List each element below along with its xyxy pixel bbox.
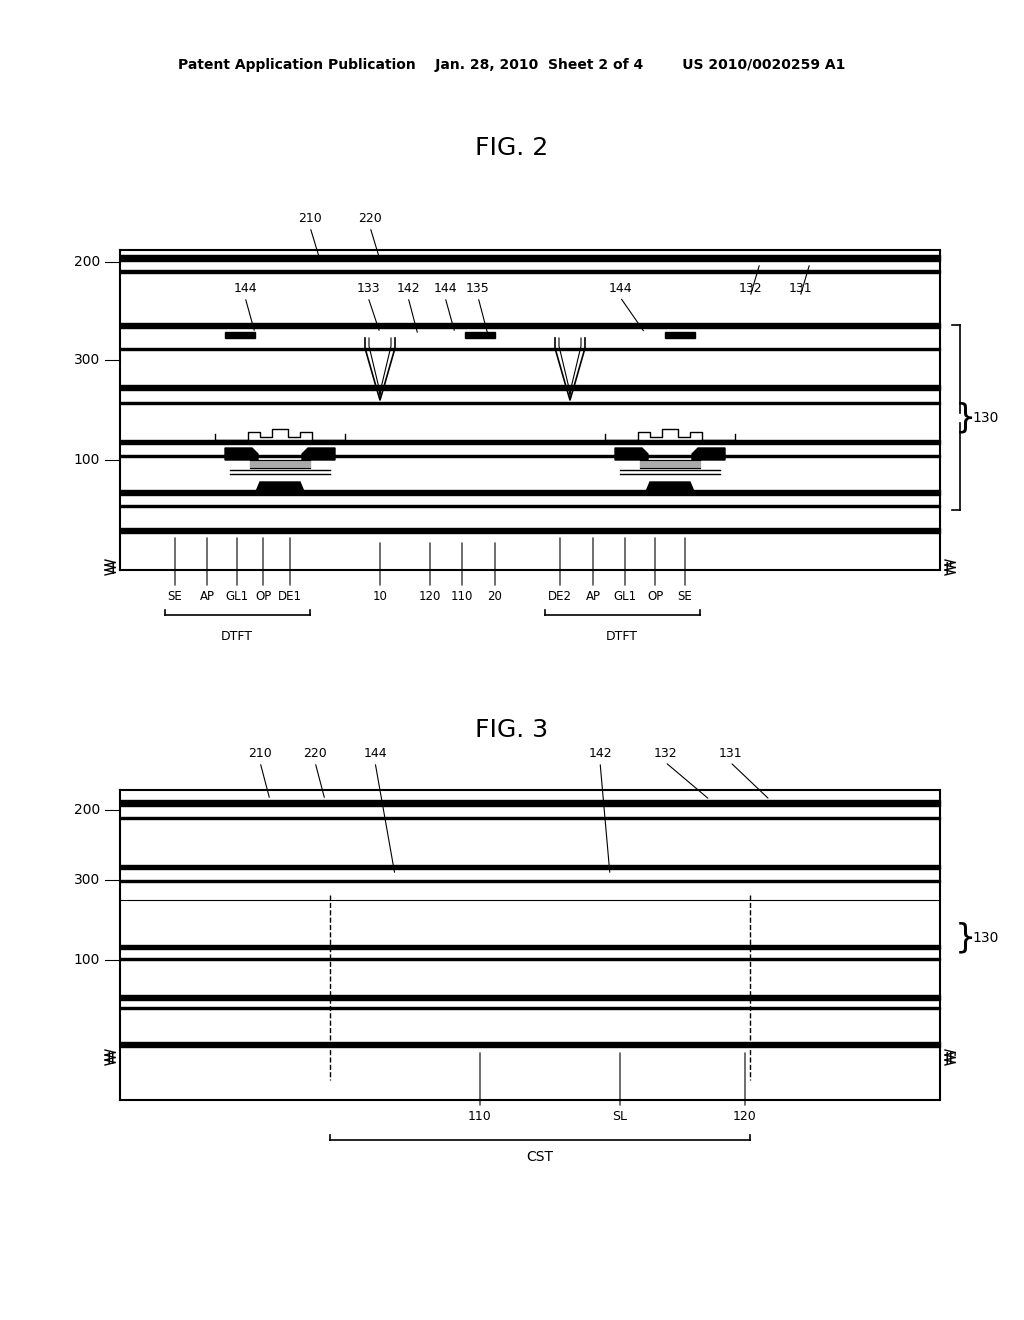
Bar (225, 333, 255, 338)
Text: 200: 200 (74, 803, 100, 817)
Text: 200: 200 (74, 255, 100, 269)
Polygon shape (615, 447, 648, 459)
Text: 100: 100 (74, 953, 100, 968)
Bar (120, 945, 940, 949)
Text: 144: 144 (364, 747, 387, 760)
Bar (640, 459, 700, 469)
Bar (120, 490, 940, 495)
Text: SL: SL (612, 1110, 628, 1123)
Text: II: II (106, 1052, 115, 1068)
Bar (120, 865, 940, 869)
Bar (120, 348, 940, 350)
Text: 300: 300 (74, 873, 100, 887)
Bar (120, 817, 940, 818)
Text: OP: OP (647, 590, 664, 603)
Polygon shape (255, 482, 305, 494)
Text: AP: AP (200, 590, 214, 603)
Text: AP: AP (586, 590, 600, 603)
Bar (665, 333, 695, 338)
Text: DTFT: DTFT (606, 630, 638, 643)
Text: 142: 142 (396, 282, 420, 294)
Bar (120, 385, 940, 389)
Text: GL1: GL1 (225, 590, 249, 603)
Bar (120, 455, 940, 457)
Text: II': II' (945, 1052, 958, 1068)
Bar (465, 333, 495, 338)
Polygon shape (302, 447, 335, 459)
Text: Patent Application Publication    Jan. 28, 2010  Sheet 2 of 4        US 2010/002: Patent Application Publication Jan. 28, … (178, 58, 846, 73)
Bar (120, 440, 940, 444)
Bar (120, 880, 940, 882)
Text: 110: 110 (451, 590, 473, 603)
Bar (120, 323, 940, 327)
Bar (120, 995, 940, 1001)
Text: 10: 10 (373, 590, 387, 603)
Text: 131: 131 (718, 747, 741, 760)
Bar (120, 800, 940, 807)
Text: GL1: GL1 (613, 590, 637, 603)
Text: 131: 131 (788, 282, 812, 294)
Text: DTFT: DTFT (221, 630, 253, 643)
Text: }: } (955, 921, 976, 954)
Text: DE1: DE1 (278, 590, 302, 603)
Bar (120, 506, 940, 507)
Text: 120: 120 (733, 1110, 757, 1123)
Polygon shape (225, 447, 258, 459)
Text: 120: 120 (419, 590, 441, 603)
Text: 142: 142 (588, 747, 611, 760)
Text: 210: 210 (298, 213, 322, 224)
Text: OP: OP (255, 590, 271, 603)
Text: 132: 132 (653, 747, 677, 760)
Text: I': I' (945, 562, 953, 578)
Text: 135: 135 (466, 282, 489, 294)
Text: 133: 133 (356, 282, 380, 294)
Text: FIG. 2: FIG. 2 (475, 136, 549, 160)
Text: 144: 144 (233, 282, 257, 294)
Polygon shape (692, 447, 725, 459)
Text: 132: 132 (738, 282, 762, 294)
Text: 144: 144 (433, 282, 457, 294)
Text: I: I (111, 562, 115, 578)
Bar (120, 958, 940, 960)
Bar (120, 271, 940, 273)
Bar (120, 403, 940, 404)
Text: SE: SE (168, 590, 182, 603)
Text: 130: 130 (972, 931, 998, 945)
Text: 100: 100 (74, 453, 100, 467)
Polygon shape (645, 482, 695, 494)
Text: 20: 20 (487, 590, 503, 603)
Bar (120, 1007, 940, 1008)
Bar (120, 1041, 940, 1047)
Bar (120, 528, 940, 533)
Text: DE2: DE2 (548, 590, 572, 603)
Text: 144: 144 (608, 282, 632, 294)
Text: }: } (955, 401, 976, 434)
Text: 300: 300 (74, 352, 100, 367)
Text: 210: 210 (248, 747, 272, 760)
Text: SE: SE (678, 590, 692, 603)
Text: 130: 130 (972, 411, 998, 425)
Bar (250, 459, 310, 469)
Text: CST: CST (526, 1150, 554, 1164)
Bar (120, 255, 940, 261)
Text: 110: 110 (468, 1110, 492, 1123)
Text: FIG. 3: FIG. 3 (475, 718, 549, 742)
Text: 220: 220 (358, 213, 382, 224)
Text: 220: 220 (303, 747, 327, 760)
